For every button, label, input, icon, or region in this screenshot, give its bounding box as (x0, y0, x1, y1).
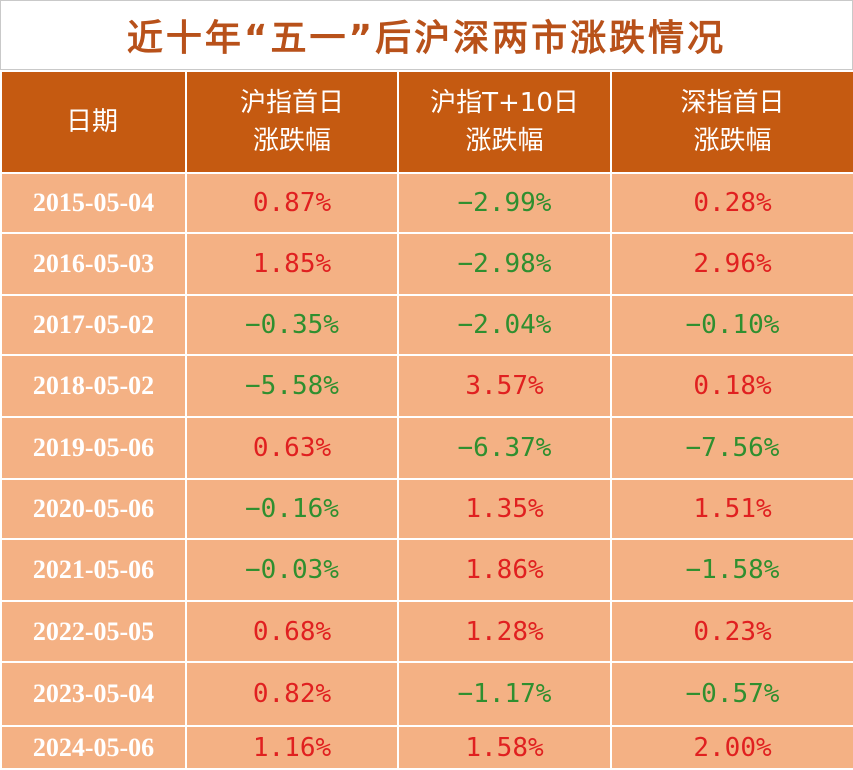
table-row: 2016-05-03 1.85% −2.98% 2.96% (0, 232, 853, 296)
cell-sh-first-day: −0.16% (185, 478, 399, 540)
column-header-sh-t10-line2: 涨跌幅 (465, 126, 544, 156)
cell-sh-first-day: 0.63% (185, 416, 399, 480)
cell-date: 2016-05-03 (0, 232, 187, 296)
cell-sh-t10: −2.99% (397, 172, 612, 234)
cell-sz-first-day: −7.56% (610, 416, 853, 480)
cell-sz-first-day: −0.10% (610, 294, 853, 356)
cell-sh-first-day: 1.16% (185, 725, 399, 770)
cell-sz-first-day: 1.51% (610, 478, 853, 540)
column-header-sh-t10-line1: 沪指T+10日 (430, 88, 579, 118)
cell-sh-t10: 1.86% (397, 538, 612, 602)
column-header-sh-t10: 沪指T+10日 涨跌幅 (397, 70, 612, 174)
cell-date: 2015-05-04 (0, 172, 187, 234)
cell-sz-first-day: −0.57% (610, 661, 853, 727)
cell-sz-first-day: −1.58% (610, 538, 853, 602)
column-header-sz-first-day: 深指首日 涨跌幅 (610, 70, 853, 174)
cell-sh-first-day: 1.85% (185, 232, 399, 296)
table-row: 2024-05-06 1.16% 1.58% 2.00% (0, 725, 853, 770)
cell-date: 2017-05-02 (0, 294, 187, 356)
column-header-sz-first-day-line1: 深指首日 (680, 88, 785, 118)
cell-sh-t10: 3.57% (397, 354, 612, 418)
cell-sz-first-day: 2.00% (610, 725, 853, 770)
cell-sh-first-day: −5.58% (185, 354, 399, 418)
table-row: 2021-05-06 −0.03% 1.86% −1.58% (0, 538, 853, 602)
column-header-sh-first-day-line2: 涨跌幅 (252, 126, 331, 156)
header-row: 日期 沪指首日 涨跌幅 沪指T+10日 涨跌幅 深指首日 涨跌幅 (0, 70, 853, 174)
cell-sh-first-day: 0.87% (185, 172, 399, 234)
cell-sz-first-day: 2.96% (610, 232, 853, 296)
cell-sh-t10: −2.04% (397, 294, 612, 356)
cell-sz-first-day: 0.28% (610, 172, 853, 234)
market-change-table: 日期 沪指首日 涨跌幅 沪指T+10日 涨跌幅 深指首日 涨跌幅 2015-05… (0, 70, 853, 770)
table-body: 2015-05-04 0.87% −2.99% 0.28% 2016-05-03 1.85… (0, 172, 853, 770)
cell-sh-t10: −6.37% (397, 416, 612, 480)
cell-date: 2019-05-06 (0, 416, 187, 480)
table-row: 2020-05-06 −0.16% 1.35% 1.51% (0, 478, 853, 540)
table-row: 2017-05-02 −0.35% −2.04% −0.10% (0, 294, 853, 356)
cell-sh-first-day: 0.68% (185, 600, 399, 663)
cell-sh-t10: −2.98% (397, 232, 612, 296)
column-header-sh-first-day-line1: 沪指首日 (239, 88, 344, 118)
table-row: 2018-05-02 −5.58% 3.57% 0.18% (0, 354, 853, 418)
column-header-date: 日期 (0, 70, 187, 174)
column-header-sz-first-day-line2: 涨跌幅 (693, 126, 772, 156)
cell-sz-first-day: 0.18% (610, 354, 853, 418)
cell-date: 2024-05-06 (0, 725, 187, 770)
table-row: 2019-05-06 0.63% −6.37% −7.56% (0, 416, 853, 480)
cell-date: 2023-05-04 (0, 661, 187, 727)
cell-sh-first-day: −0.03% (185, 538, 399, 602)
cell-sz-first-day: 0.23% (610, 600, 853, 663)
table-title: 近十年“五一”后沪深两市涨跌情况 (126, 18, 727, 59)
table-row: 2022-05-05 0.68% 1.28% 0.23% (0, 600, 853, 663)
cell-sh-t10: −1.17% (397, 661, 612, 727)
cell-date: 2018-05-02 (0, 354, 187, 418)
cell-sh-t10: 1.28% (397, 600, 612, 663)
cell-sh-first-day: −0.35% (185, 294, 399, 356)
title-bar: 近十年“五一”后沪深两市涨跌情况 (0, 0, 853, 70)
cell-date: 2020-05-06 (0, 478, 187, 540)
column-header-sh-first-day: 沪指首日 涨跌幅 (185, 70, 399, 174)
column-header-date-line1: 日期 (66, 107, 119, 137)
cell-sh-first-day: 0.82% (185, 661, 399, 727)
cell-date: 2021-05-06 (0, 538, 187, 602)
cell-sh-t10: 1.58% (397, 725, 612, 770)
table-row: 2015-05-04 0.87% −2.99% 0.28% (0, 172, 853, 234)
cell-sh-t10: 1.35% (397, 478, 612, 540)
table-row: 2023-05-04 0.82% −1.17% −0.57% (0, 661, 853, 727)
cell-date: 2022-05-05 (0, 600, 187, 663)
